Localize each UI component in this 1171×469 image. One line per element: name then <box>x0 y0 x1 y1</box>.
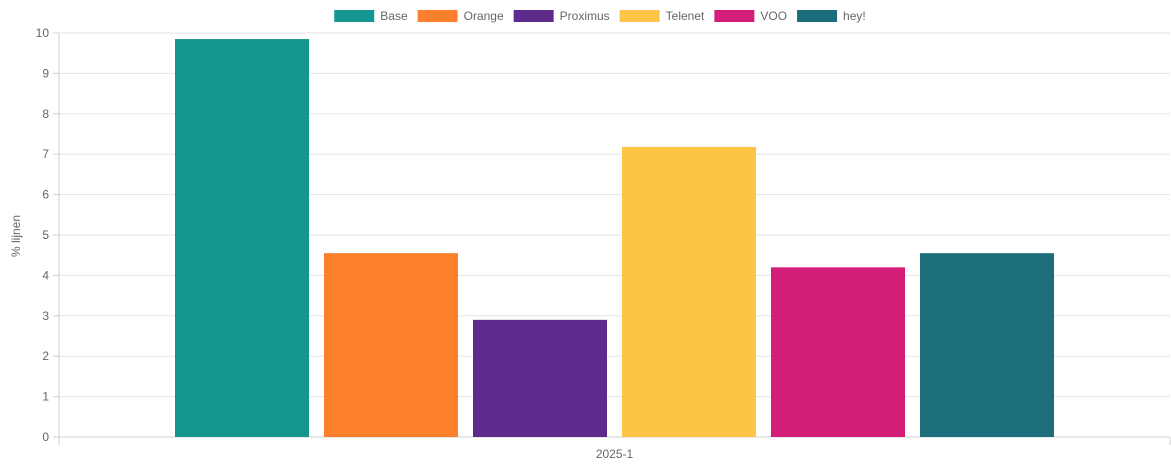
y-tick-label: 0 <box>42 430 49 444</box>
legend-label: hey! <box>843 9 866 23</box>
bar-telenet[interactable] <box>622 146 756 438</box>
bar-voo[interactable] <box>771 267 905 437</box>
legend-item-voo[interactable]: VOO <box>714 9 787 23</box>
legend-swatch <box>513 10 554 22</box>
y-tick-label: 1 <box>42 390 49 404</box>
legend-swatch <box>714 10 755 22</box>
y-tick-label: 4 <box>42 268 49 282</box>
y-axis-title: % lijnen <box>9 215 23 257</box>
legend: Base Orange Proximus Telenet VOO hey! <box>334 9 866 23</box>
legend-swatch <box>797 10 838 22</box>
legend-swatch <box>417 10 458 22</box>
legend-swatch <box>334 10 375 22</box>
y-tick-label: 8 <box>42 107 49 121</box>
legend-item-hey[interactable]: hey! <box>797 9 866 23</box>
bar-base[interactable] <box>175 39 309 438</box>
bar-proximus[interactable] <box>473 319 607 437</box>
bar-hey[interactable] <box>920 253 1054 437</box>
legend-label: Telenet <box>666 9 705 23</box>
legend-label: Base <box>380 9 408 23</box>
y-tick-label: 6 <box>42 188 49 202</box>
bar-orange[interactable] <box>324 253 458 437</box>
legend-label: Proximus <box>560 9 610 23</box>
legend-label: Orange <box>464 9 504 23</box>
y-tick-label: 10 <box>36 26 50 40</box>
y-tick-label: 7 <box>42 147 49 161</box>
legend-label: VOO <box>760 9 787 23</box>
y-tick-label: 2 <box>42 349 49 363</box>
legend-swatch <box>619 10 660 22</box>
y-tick-label: 3 <box>42 309 49 323</box>
legend-item-orange[interactable]: Orange <box>417 9 504 23</box>
legend-item-proximus[interactable]: Proximus <box>513 9 610 23</box>
legend-item-base[interactable]: Base <box>334 9 408 23</box>
y-tick-label: 9 <box>42 66 49 80</box>
bars <box>175 39 1054 438</box>
y-tick-label: 5 <box>42 228 49 242</box>
legend-item-telenet[interactable]: Telenet <box>619 9 705 23</box>
x-tick-label: 2025-1 <box>596 447 634 461</box>
